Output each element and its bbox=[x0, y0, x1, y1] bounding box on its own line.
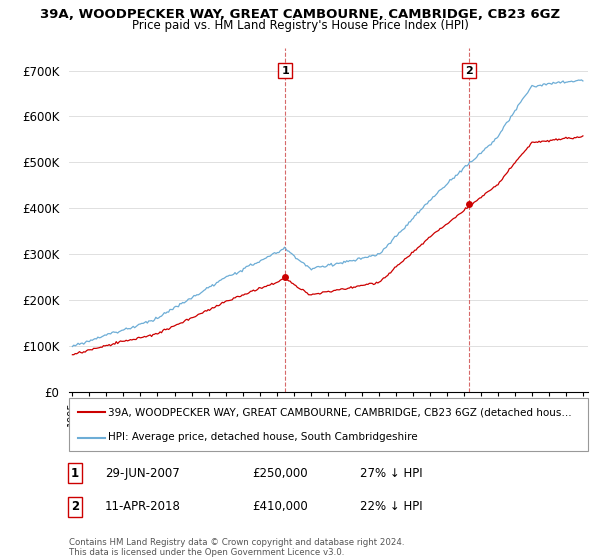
Text: 39A, WOODPECKER WAY, GREAT CAMBOURNE, CAMBRIDGE, CB23 6GZ (detached hous…: 39A, WOODPECKER WAY, GREAT CAMBOURNE, CA… bbox=[108, 408, 572, 418]
Text: 11-APR-2018: 11-APR-2018 bbox=[105, 500, 181, 514]
Text: 29-JUN-2007: 29-JUN-2007 bbox=[105, 466, 180, 480]
Text: £250,000: £250,000 bbox=[252, 466, 308, 480]
Text: 2: 2 bbox=[465, 66, 473, 76]
Text: 27% ↓ HPI: 27% ↓ HPI bbox=[360, 466, 422, 480]
Text: 1: 1 bbox=[71, 466, 79, 480]
Text: £410,000: £410,000 bbox=[252, 500, 308, 514]
Point bbox=[280, 273, 290, 282]
Text: 39A, WOODPECKER WAY, GREAT CAMBOURNE, CAMBRIDGE, CB23 6GZ: 39A, WOODPECKER WAY, GREAT CAMBOURNE, CA… bbox=[40, 8, 560, 21]
Text: 1: 1 bbox=[281, 66, 289, 76]
Text: Contains HM Land Registry data © Crown copyright and database right 2024.
This d: Contains HM Land Registry data © Crown c… bbox=[69, 538, 404, 557]
Text: 22% ↓ HPI: 22% ↓ HPI bbox=[360, 500, 422, 514]
Point bbox=[464, 199, 473, 208]
Text: Price paid vs. HM Land Registry's House Price Index (HPI): Price paid vs. HM Land Registry's House … bbox=[131, 19, 469, 32]
Text: 2: 2 bbox=[71, 500, 79, 514]
Text: HPI: Average price, detached house, South Cambridgeshire: HPI: Average price, detached house, Sout… bbox=[108, 432, 418, 442]
